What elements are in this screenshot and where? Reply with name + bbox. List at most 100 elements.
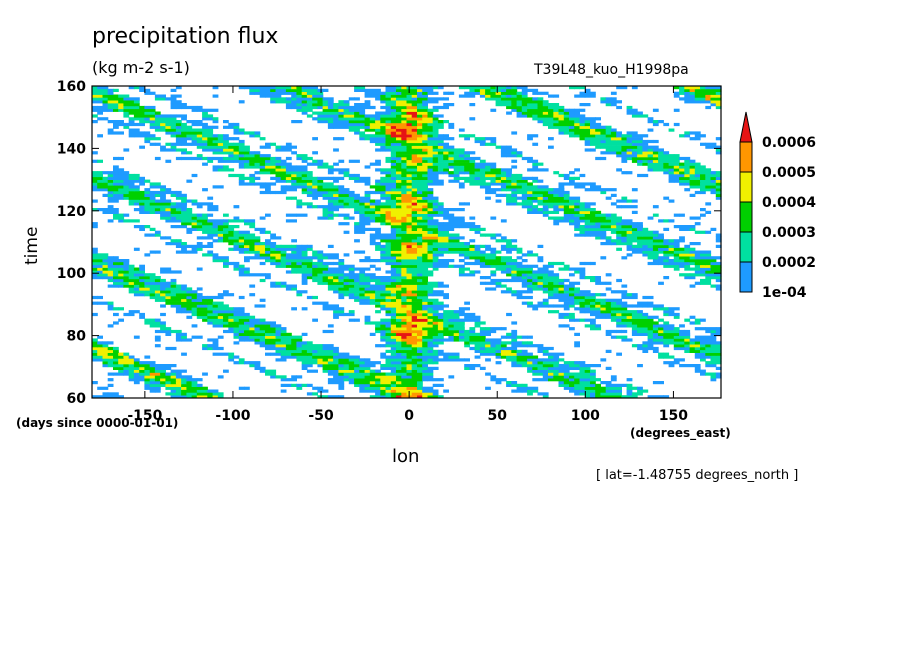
- field-cell: [306, 100, 318, 104]
- field-cell: [97, 335, 103, 339]
- field-cell: [590, 318, 596, 322]
- field-cell: [333, 179, 339, 183]
- field-cell: [673, 179, 680, 183]
- field-cell: [694, 281, 701, 285]
- field-cell: [317, 188, 324, 192]
- field-cell: [453, 151, 465, 155]
- field-cell: [631, 233, 643, 237]
- field-cell: [343, 312, 350, 317]
- field-cell: [532, 361, 539, 365]
- field-cell: [175, 225, 187, 229]
- field-cell: [97, 253, 109, 257]
- field-cell: [322, 190, 329, 195]
- field-cell: [359, 134, 376, 138]
- field-cell: [506, 199, 518, 203]
- field-cell: [558, 205, 565, 209]
- field-cell: [380, 381, 392, 385]
- field-cell: [548, 369, 560, 373]
- field-cell: [181, 196, 187, 200]
- field-cell: [196, 247, 203, 251]
- field-cell: [411, 193, 423, 197]
- field-cell: [579, 137, 586, 141]
- field-cell: [139, 105, 145, 110]
- field-cell: [610, 378, 617, 382]
- colorbar-swatch: [739, 141, 753, 173]
- field-cell: [574, 375, 591, 379]
- field-cell: [396, 267, 402, 271]
- field-cell: [291, 196, 297, 200]
- field-cell: [333, 375, 345, 379]
- field-cell: [579, 120, 586, 124]
- field-cell: [128, 355, 135, 359]
- field-cell: [500, 103, 512, 107]
- field-cell: [458, 162, 465, 166]
- field-cell: [259, 145, 266, 149]
- field-cell: [663, 196, 670, 200]
- field-cell: [327, 210, 334, 214]
- field-cell: [265, 244, 271, 248]
- field-cell: [432, 114, 439, 118]
- field-cell: [254, 171, 261, 175]
- field-cell: [511, 358, 518, 362]
- field-cell: [107, 105, 119, 110]
- field-cell: [385, 202, 392, 206]
- field-cell: [411, 304, 418, 308]
- field-cell: [595, 131, 601, 135]
- field-cell: [396, 91, 402, 95]
- field-cell: [495, 284, 502, 288]
- field-cell: [427, 338, 434, 342]
- field-cell: [679, 236, 685, 240]
- field-cell: [202, 117, 214, 121]
- field-cell: [390, 273, 402, 277]
- field-cell: [516, 185, 523, 189]
- field-cell: [364, 369, 371, 373]
- field-cell: [165, 386, 172, 390]
- field-cell: [422, 230, 428, 234]
- field-cell: [616, 247, 622, 251]
- field-cell: [343, 171, 350, 175]
- field-cell: [443, 105, 449, 110]
- field-cell: [495, 176, 502, 180]
- field-cell: [244, 338, 250, 342]
- field-cell: [610, 142, 617, 146]
- field-cell: [233, 131, 240, 135]
- field-cell: [123, 366, 140, 370]
- field-cell: [417, 301, 423, 305]
- field-cell: [317, 364, 324, 368]
- field-cell: [652, 349, 659, 353]
- field-cell: [238, 131, 245, 135]
- field-cell: [590, 301, 596, 305]
- field-cell: [631, 154, 638, 158]
- field-cell: [511, 182, 518, 186]
- field-cell: [97, 185, 103, 189]
- field-cell: [500, 145, 507, 149]
- field-cell: [652, 168, 659, 172]
- field-cell: [689, 341, 696, 345]
- field-cell: [380, 239, 392, 243]
- field-cell: [385, 349, 397, 353]
- field-cell: [390, 213, 408, 217]
- field-cell: [249, 159, 266, 163]
- field-cell: [375, 128, 381, 132]
- field-cell: [705, 344, 712, 348]
- field-cell: [579, 108, 586, 112]
- field-cell: [301, 103, 308, 107]
- field-cell: [422, 278, 428, 283]
- field-cell: [102, 341, 109, 345]
- field-cell: [202, 230, 219, 234]
- field-cell: [233, 137, 240, 141]
- field-cell: [348, 190, 355, 195]
- field-cell: [427, 321, 434, 325]
- field-cell: [443, 315, 460, 319]
- field-cell: [175, 338, 182, 342]
- field-cell: [265, 142, 271, 146]
- field-cell: [422, 358, 428, 362]
- field-cell: [128, 111, 145, 115]
- field-cell: [422, 94, 428, 98]
- field-cell: [437, 301, 444, 305]
- field-cell: [396, 338, 402, 342]
- field-cell: [584, 366, 591, 370]
- field-cell: [144, 117, 151, 121]
- field-cell: [265, 188, 271, 192]
- field-cell: [144, 381, 151, 385]
